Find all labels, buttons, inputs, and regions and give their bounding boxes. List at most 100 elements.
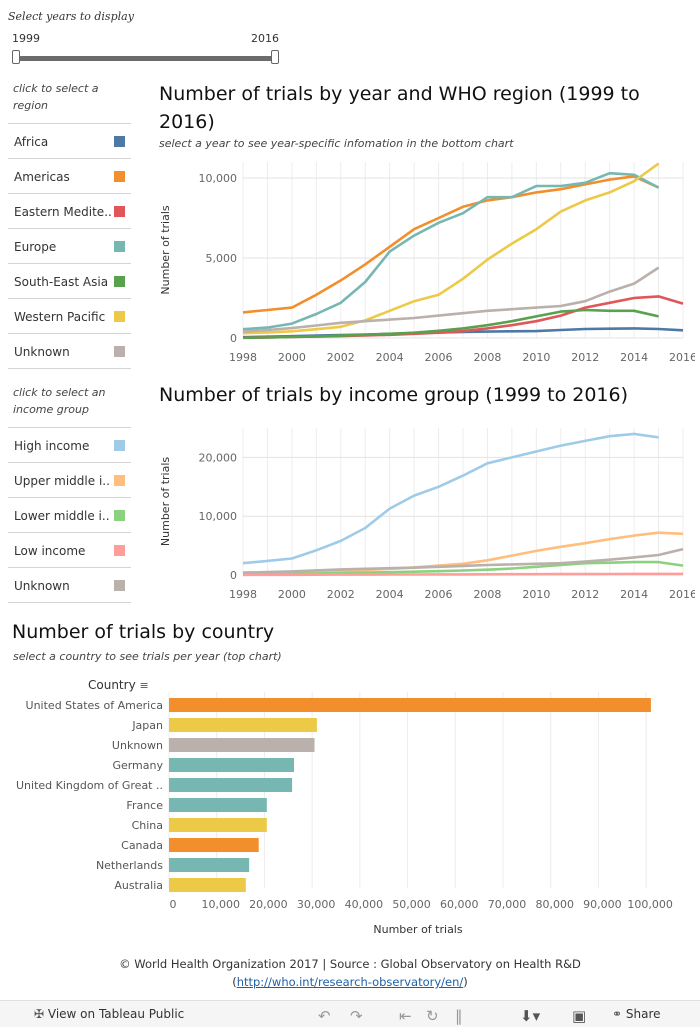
- region-legend-label: Unknown: [14, 345, 70, 359]
- credit-text: © World Health Organization 2017 | Sourc…: [119, 957, 581, 971]
- region-legend-item[interactable]: Africa: [8, 124, 131, 159]
- region-legend-swatch: [114, 346, 125, 357]
- country-column-header[interactable]: Country ≡: [88, 678, 149, 692]
- country-label[interactable]: United States of America: [26, 699, 163, 712]
- income-y-tick: 20,000: [199, 451, 238, 464]
- slider-min-label: 1999: [12, 32, 40, 45]
- region-y-tick: 5,000: [206, 252, 238, 265]
- income-y-axis-label: Number of trials: [159, 457, 172, 546]
- undo-icon[interactable]: ↶: [318, 1007, 331, 1025]
- region-legend-item[interactable]: Americas: [8, 159, 131, 194]
- slider-max-label: 2016: [251, 32, 279, 45]
- redo-icon[interactable]: ↷: [350, 1007, 363, 1025]
- income-legend-item[interactable]: Low income: [8, 533, 131, 568]
- region-legend-swatch: [114, 276, 125, 287]
- region-series-line[interactable]: [242, 171, 660, 331]
- region-line-chart[interactable]: 0 5,000 10,000 1998 2000 2002 2004 2006 2008 2010…: [155, 150, 695, 365]
- income-chart-title: Number of trials by income group (1999 t…: [159, 384, 628, 406]
- slider-label: Select years to display: [8, 10, 134, 23]
- country-label[interactable]: France: [126, 799, 163, 812]
- region-legend-item[interactable]: Eastern Medite..: [8, 194, 131, 229]
- country-header-label: Country: [88, 678, 136, 692]
- region-legend-label: South-East Asia: [14, 275, 109, 289]
- sort-icon[interactable]: ≡: [139, 679, 149, 692]
- revert-icon[interactable]: ⇤: [399, 1007, 412, 1025]
- source-link[interactable]: http://who.int/research-observatory/en/: [236, 975, 464, 989]
- country-x-axis-label: Number of trials: [373, 923, 462, 936]
- country-bar[interactable]: [169, 878, 246, 892]
- income-legend-item[interactable]: Lower middle i..: [8, 498, 131, 533]
- region-x-tick: 2010: [522, 351, 550, 364]
- income-legend-item[interactable]: Unknown: [8, 568, 131, 603]
- country-chart-subtitle: select a country to see trials per year …: [13, 650, 282, 663]
- region-series-line[interactable]: [242, 162, 660, 335]
- country-bar[interactable]: [169, 818, 267, 832]
- income-legend-swatch: [114, 440, 125, 451]
- year-slider-handle-min[interactable]: [12, 50, 20, 64]
- country-bar[interactable]: [169, 778, 293, 792]
- country-label[interactable]: Netherlands: [96, 859, 163, 872]
- country-label[interactable]: Unknown: [112, 739, 163, 752]
- region-legend-item[interactable]: Western Pacific: [8, 299, 131, 334]
- year-slider-handle-max[interactable]: [271, 50, 279, 64]
- country-bar[interactable]: [169, 838, 259, 852]
- country-label[interactable]: Japan: [131, 719, 163, 732]
- country-x-tick: 100,000: [627, 898, 673, 911]
- country-x-tick: 50,000: [392, 898, 431, 911]
- tableau-icon: ✠: [34, 1007, 45, 1021]
- credit-link-wrap: (http://who.int/research-observatory/en/…: [232, 975, 468, 989]
- income-legend-swatch: [114, 545, 125, 556]
- region-legend-item[interactable]: Europe: [8, 229, 131, 264]
- income-legend-label: Unknown: [14, 579, 70, 593]
- view-on-tableau-button[interactable]: ✠ View on Tableau Public: [34, 1007, 184, 1021]
- region-x-tick: 1998: [229, 351, 257, 364]
- region-y-tick: 10,000: [199, 172, 238, 185]
- country-bar[interactable]: [169, 738, 315, 752]
- income-legend-swatch: [114, 475, 125, 486]
- country-x-tick: 60,000: [440, 898, 479, 911]
- income-series-line[interactable]: [242, 572, 683, 577]
- region-legend-label: Europe: [14, 240, 57, 254]
- country-label[interactable]: United Kingdom of Great ..: [16, 779, 163, 792]
- income-x-tick: 2012: [571, 588, 599, 601]
- region-legend-label: Eastern Medite..: [14, 205, 112, 219]
- income-legend-item[interactable]: Upper middle i..: [8, 463, 131, 498]
- country-bar[interactable]: [169, 858, 250, 872]
- region-x-tick: 2006: [425, 351, 453, 364]
- region-legend-item[interactable]: Unknown: [8, 334, 131, 369]
- download-icon[interactable]: ⬇▾: [520, 1007, 541, 1025]
- region-legend-hint: click to select a region: [13, 82, 99, 112]
- region-series-line[interactable]: [242, 308, 659, 340]
- country-x-tick: 0: [170, 898, 177, 911]
- income-series-line[interactable]: [242, 547, 684, 574]
- region-x-tick: 2000: [278, 351, 306, 364]
- region-legend-swatch: [114, 311, 125, 322]
- region-x-tick: 2016: [669, 351, 695, 364]
- fullscreen-icon[interactable]: ▣: [572, 1007, 587, 1025]
- country-label[interactable]: Canada: [121, 839, 163, 852]
- refresh-icon[interactable]: ↻: [426, 1007, 439, 1025]
- year-slider-track[interactable]: [16, 56, 278, 61]
- income-x-tick: 2002: [327, 588, 355, 601]
- country-bar[interactable]: [169, 718, 317, 732]
- income-legend-swatch: [114, 510, 125, 521]
- region-x-tick: 2008: [473, 351, 501, 364]
- share-button[interactable]: ⚭ Share: [612, 1007, 661, 1021]
- income-line-chart[interactable]: 0 10,000 20,000 1998 2000 2002 2004 2006 2008 201…: [155, 420, 695, 605]
- income-series-line[interactable]: [242, 432, 659, 565]
- share-icon: ⚭: [612, 1007, 623, 1021]
- country-label[interactable]: China: [132, 819, 163, 832]
- region-legend-item[interactable]: South-East Asia: [8, 264, 131, 299]
- country-label[interactable]: Germany: [112, 759, 163, 772]
- country-bar-chart[interactable]: 0 10,000 20,000 30,000 40,000 50,000 60,000 70,…: [0, 692, 700, 942]
- country-bar[interactable]: [169, 698, 651, 712]
- country-chart-title: Number of trials by country: [12, 621, 275, 643]
- income-y-tick: 0: [230, 569, 237, 582]
- country-bar[interactable]: [169, 798, 267, 812]
- country-bar[interactable]: [169, 758, 295, 772]
- region-series-line[interactable]: [242, 266, 660, 333]
- pause-icon[interactable]: ‖: [455, 1007, 463, 1025]
- country-label[interactable]: Australia: [114, 879, 163, 892]
- income-legend-item[interactable]: High income: [8, 428, 131, 463]
- region-series-line[interactable]: [242, 175, 660, 314]
